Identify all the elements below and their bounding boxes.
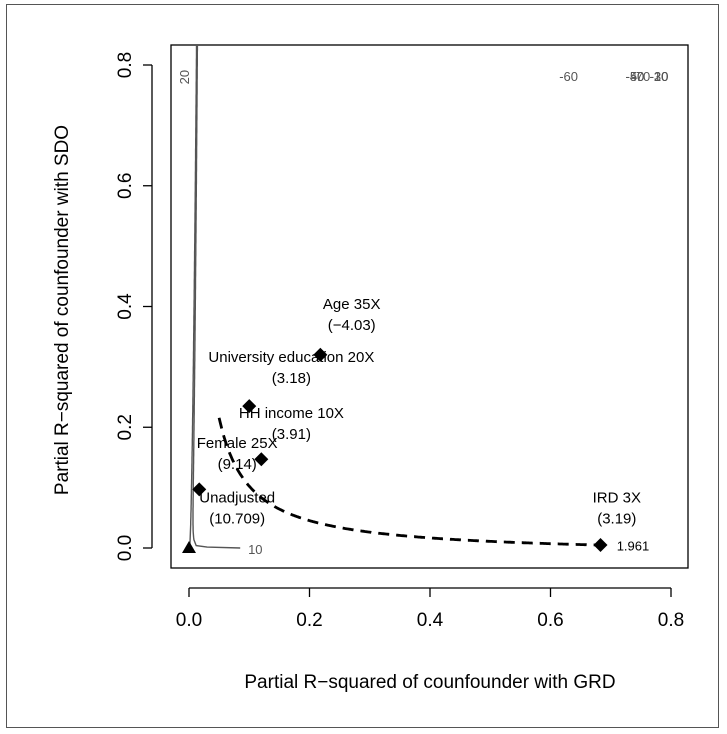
plot-area-border	[170, 44, 689, 569]
benchmark-labels: Unadjusted (10.709) Female 25X (9.14) HH inc…	[197, 296, 641, 528]
threshold-label: 1.961	[617, 539, 650, 554]
x-tick-label: 0.0	[176, 610, 202, 631]
benchmark-marker	[192, 482, 207, 497]
y-tick-label: 0.4	[115, 293, 136, 320]
contour-label: -60	[559, 69, 578, 84]
benchmark-value: (3.19)	[597, 511, 636, 528]
y-axis: 0.0 0.2 0.4 0.6 0.8	[115, 52, 153, 561]
contour-label: -20	[650, 69, 669, 84]
benchmark-name: IRD 3X	[593, 490, 641, 507]
contour-label: 20	[177, 70, 192, 84]
benchmark-value: (3.91)	[272, 426, 311, 443]
contour-lines	[189, 45, 241, 549]
threshold-line	[217, 417, 605, 547]
contour-label: -50	[626, 69, 645, 84]
x-axis: 0.0 0.2 0.4 0.6 0.8	[176, 587, 684, 631]
x-tick-label: 0.8	[658, 610, 684, 631]
threshold-curve	[217, 417, 605, 547]
benchmark-name: Age 35X	[323, 296, 381, 313]
benchmark-name: University education 20X	[208, 349, 374, 366]
contour-line	[192, 45, 241, 549]
y-tick-label: 0.2	[115, 414, 136, 440]
benchmark-name: Female 25X	[197, 435, 278, 452]
contour-label: -70	[632, 69, 651, 84]
contour-label: -10	[650, 69, 669, 84]
benchmark-marker	[313, 347, 328, 362]
benchmark-value: (3.18)	[272, 370, 311, 387]
benchmark-markers	[182, 347, 608, 553]
contour-label: 10	[248, 542, 262, 557]
benchmark-marker	[593, 537, 608, 552]
x-axis-title: Partial R−squared of counfounder with GR…	[244, 672, 615, 693]
x-tick-label: 0.4	[417, 610, 444, 631]
y-tick-label: 0.6	[115, 173, 136, 199]
benchmark-value: (10.709)	[209, 511, 265, 528]
y-tick-label: 0.0	[115, 535, 136, 561]
y-axis-title: Partial R−squared of counfounder with SD…	[52, 125, 73, 495]
x-tick-label: 0.6	[537, 610, 563, 631]
figure-frame	[6, 4, 719, 728]
contour-line	[189, 45, 198, 548]
benchmark-value: (−4.03)	[328, 317, 376, 334]
unadjusted-marker	[182, 541, 196, 553]
benchmark-value: (9.14)	[218, 456, 257, 473]
benchmark-marker	[242, 399, 257, 414]
benchmark-marker	[254, 452, 269, 467]
contour-label: -30	[650, 69, 669, 84]
benchmark-name: Unadjusted	[199, 490, 275, 507]
contour-label: -40	[626, 69, 645, 84]
contour-labels: 20 10 -10-20-30 -40-50 -60 -70 1.961	[177, 69, 668, 557]
benchmark-name: HH income 10X	[239, 405, 344, 422]
y-tick-label: 0.8	[115, 52, 136, 78]
x-tick-label: 0.2	[296, 610, 322, 631]
